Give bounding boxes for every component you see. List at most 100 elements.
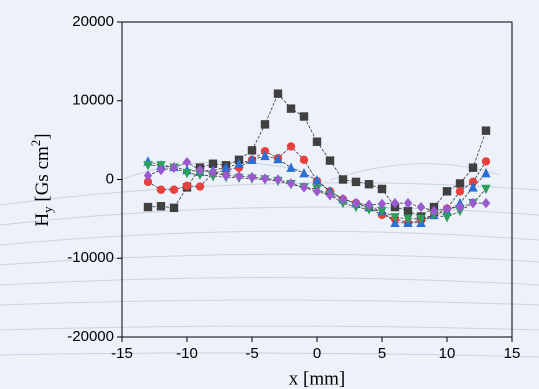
y-label-unit: [Gs cm	[32, 146, 53, 206]
marker	[260, 173, 270, 184]
marker	[195, 164, 205, 176]
x-axis-label: x [mm]	[289, 368, 345, 389]
marker	[481, 168, 491, 178]
marker	[455, 187, 465, 196]
y-label-close: ]	[32, 133, 53, 139]
series-line	[147, 145, 487, 224]
marker	[208, 159, 218, 168]
marker	[273, 153, 283, 164]
marker	[195, 182, 205, 191]
marker	[182, 156, 192, 168]
marker	[390, 197, 400, 209]
marker	[351, 177, 361, 187]
marker	[156, 202, 166, 211]
marker	[156, 164, 166, 176]
marker	[247, 171, 257, 183]
y-label-sub: y	[40, 206, 55, 213]
marker	[377, 184, 387, 194]
x-tick-label: -10	[176, 345, 198, 362]
marker	[364, 205, 374, 215]
marker	[286, 178, 296, 189]
marker	[195, 170, 205, 180]
y-tick-label: 20000	[72, 13, 114, 30]
marker	[442, 203, 452, 214]
x-tick-label: -15	[111, 345, 133, 362]
marker	[286, 162, 296, 172]
marker	[390, 213, 400, 223]
marker	[403, 206, 413, 216]
marker	[234, 171, 244, 182]
marker	[481, 197, 491, 209]
background-decoration	[0, 161, 539, 358]
y-label-sup: 2	[28, 140, 43, 147]
marker	[312, 186, 322, 197]
x-tick-label: 15	[504, 345, 521, 362]
marker	[143, 202, 153, 212]
marker	[468, 177, 478, 187]
marker	[481, 126, 491, 135]
marker	[481, 157, 491, 166]
marker	[156, 185, 166, 194]
marker	[247, 154, 257, 165]
y-tick-label: -20000	[67, 328, 114, 345]
marker	[442, 213, 452, 223]
marker	[338, 193, 348, 205]
marker	[351, 197, 361, 209]
y-tick-label: -10000	[67, 249, 114, 266]
marker	[468, 163, 478, 172]
marker	[143, 177, 153, 187]
marker	[299, 155, 309, 165]
marker	[312, 175, 322, 185]
marker	[260, 150, 270, 161]
y-label-main: H	[32, 213, 53, 227]
y-tick-label: 0	[106, 170, 114, 187]
x-tick-label: 5	[378, 345, 386, 362]
marker	[208, 167, 218, 178]
marker	[325, 190, 335, 201]
y-axis-label: Hy [Gs cm2]	[28, 133, 55, 226]
marker	[481, 184, 491, 195]
marker	[182, 169, 192, 179]
marker	[338, 175, 348, 184]
marker	[429, 205, 439, 217]
marker	[364, 180, 374, 189]
marker	[403, 197, 413, 209]
x-tick-label: -5	[245, 345, 258, 362]
x-tick-label: 0	[313, 345, 321, 362]
marker	[234, 158, 244, 168]
marker	[364, 199, 374, 210]
marker	[143, 161, 153, 171]
marker	[377, 198, 387, 210]
marker	[468, 182, 478, 192]
marker	[169, 203, 179, 213]
marker	[221, 170, 231, 181]
marker	[169, 162, 179, 173]
marker	[377, 206, 387, 217]
marker	[416, 214, 426, 225]
marker	[325, 156, 335, 165]
marker	[182, 181, 192, 190]
marker	[273, 89, 283, 98]
marker	[260, 120, 270, 129]
marker	[299, 168, 309, 178]
x-tick-label: 10	[439, 345, 456, 362]
marker	[455, 179, 465, 188]
marker	[442, 187, 452, 196]
marker	[403, 214, 413, 225]
marker	[273, 174, 283, 185]
marker	[468, 197, 478, 209]
marker	[143, 170, 153, 181]
marker	[299, 112, 309, 121]
y-tick-label: 10000	[72, 92, 114, 109]
marker	[286, 104, 296, 113]
marker	[247, 146, 257, 155]
marker	[312, 137, 322, 146]
marker	[221, 162, 231, 172]
marker	[416, 201, 426, 213]
marker	[286, 142, 296, 151]
marker	[455, 201, 465, 213]
series-line	[147, 93, 487, 217]
marker	[169, 185, 179, 194]
